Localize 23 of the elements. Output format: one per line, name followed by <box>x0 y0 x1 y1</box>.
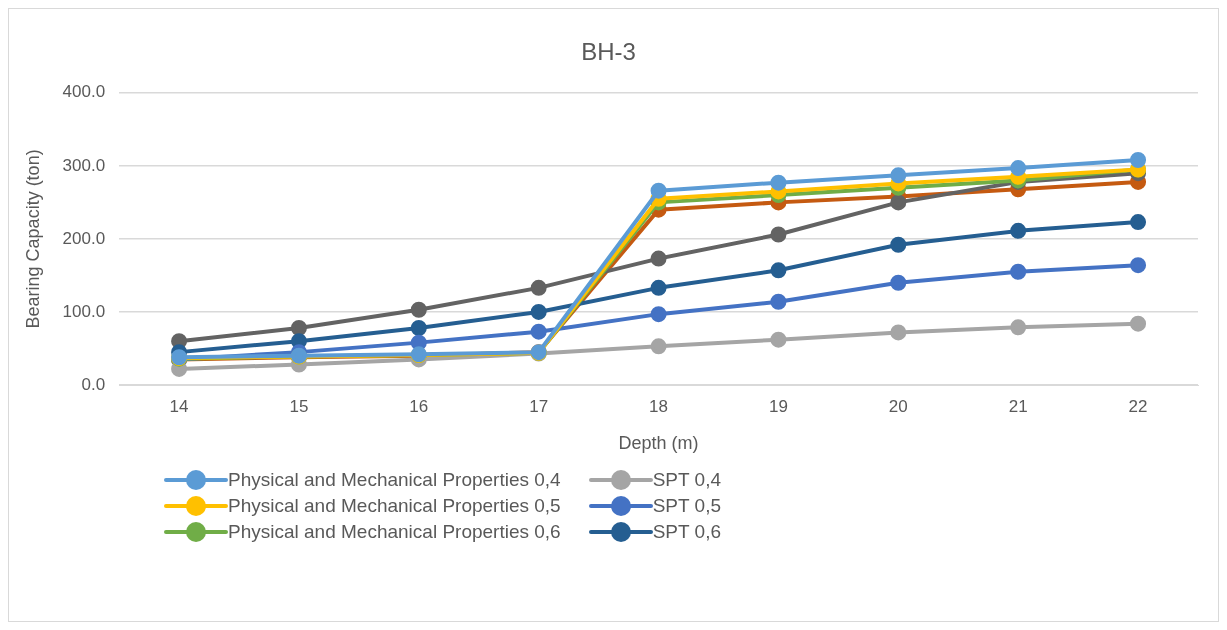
y-axis-title: Bearing Capacity (ton) <box>22 149 43 329</box>
legend-label: Physical and Mechanical Properties 0,4 <box>228 469 561 491</box>
x-tick-label: 19 <box>768 396 788 416</box>
legend-label: SPT 0,5 <box>652 495 721 517</box>
y-tick-label: 100.0 <box>62 301 106 321</box>
x-tick-label: 17 <box>529 396 549 416</box>
x-tick-label: 21 <box>1008 396 1028 416</box>
x-tick-label: 22 <box>1128 396 1148 416</box>
legend-label: SPT 0,4 <box>652 469 721 491</box>
x-tick-label: 20 <box>888 396 908 416</box>
x-tick-label: 18 <box>649 396 669 416</box>
x-tick-label: 16 <box>409 396 429 416</box>
x-tick-label: 14 <box>169 396 189 416</box>
y-tick-label: 300.0 <box>62 155 106 175</box>
x-tick-label: 15 <box>289 396 309 416</box>
legend-label: SPT 0,6 <box>652 521 721 543</box>
y-tick-label: 400.0 <box>62 82 106 102</box>
x-axis-title: Depth (m) <box>618 433 699 454</box>
y-tick-label: 0.0 <box>81 374 106 394</box>
legend-label: Physical and Mechanical Properties 0,5 <box>228 495 561 517</box>
chart-title: BH-3 <box>581 38 636 66</box>
legend-label: Physical and Mechanical Properties 0,6 <box>228 521 561 543</box>
y-tick-label: 200.0 <box>62 228 106 248</box>
